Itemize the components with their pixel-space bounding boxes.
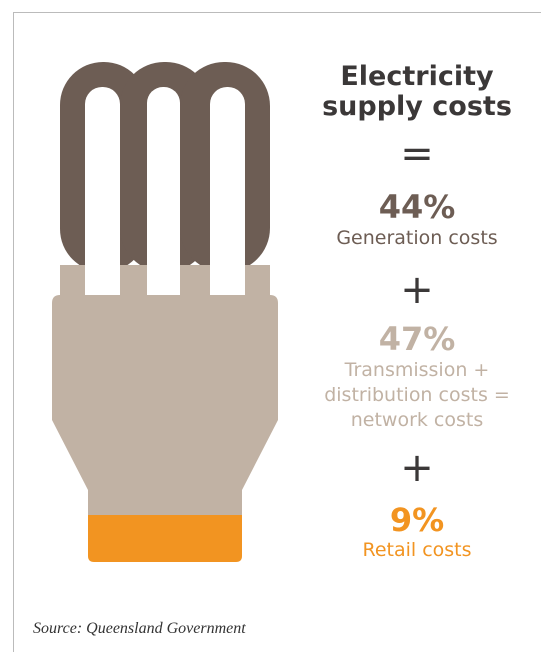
network-label: Transmission + distribution costs = netw… [324, 359, 510, 431]
network-percent: 47% [378, 320, 456, 358]
source: Source: Queensland Government [33, 620, 246, 637]
plus-sign: + [400, 267, 434, 313]
generation-percent: 44% [378, 188, 456, 226]
frame [13, 12, 541, 652]
equals-sign: = [400, 131, 434, 177]
plus-sign: + [400, 445, 434, 491]
retail-label: Retail costs [362, 539, 472, 561]
title: Electricity supply costs [322, 61, 512, 122]
bulb-illustration [52, 62, 278, 562]
generation-label: Generation costs [336, 227, 498, 249]
retail-percent: 9% [389, 501, 445, 539]
